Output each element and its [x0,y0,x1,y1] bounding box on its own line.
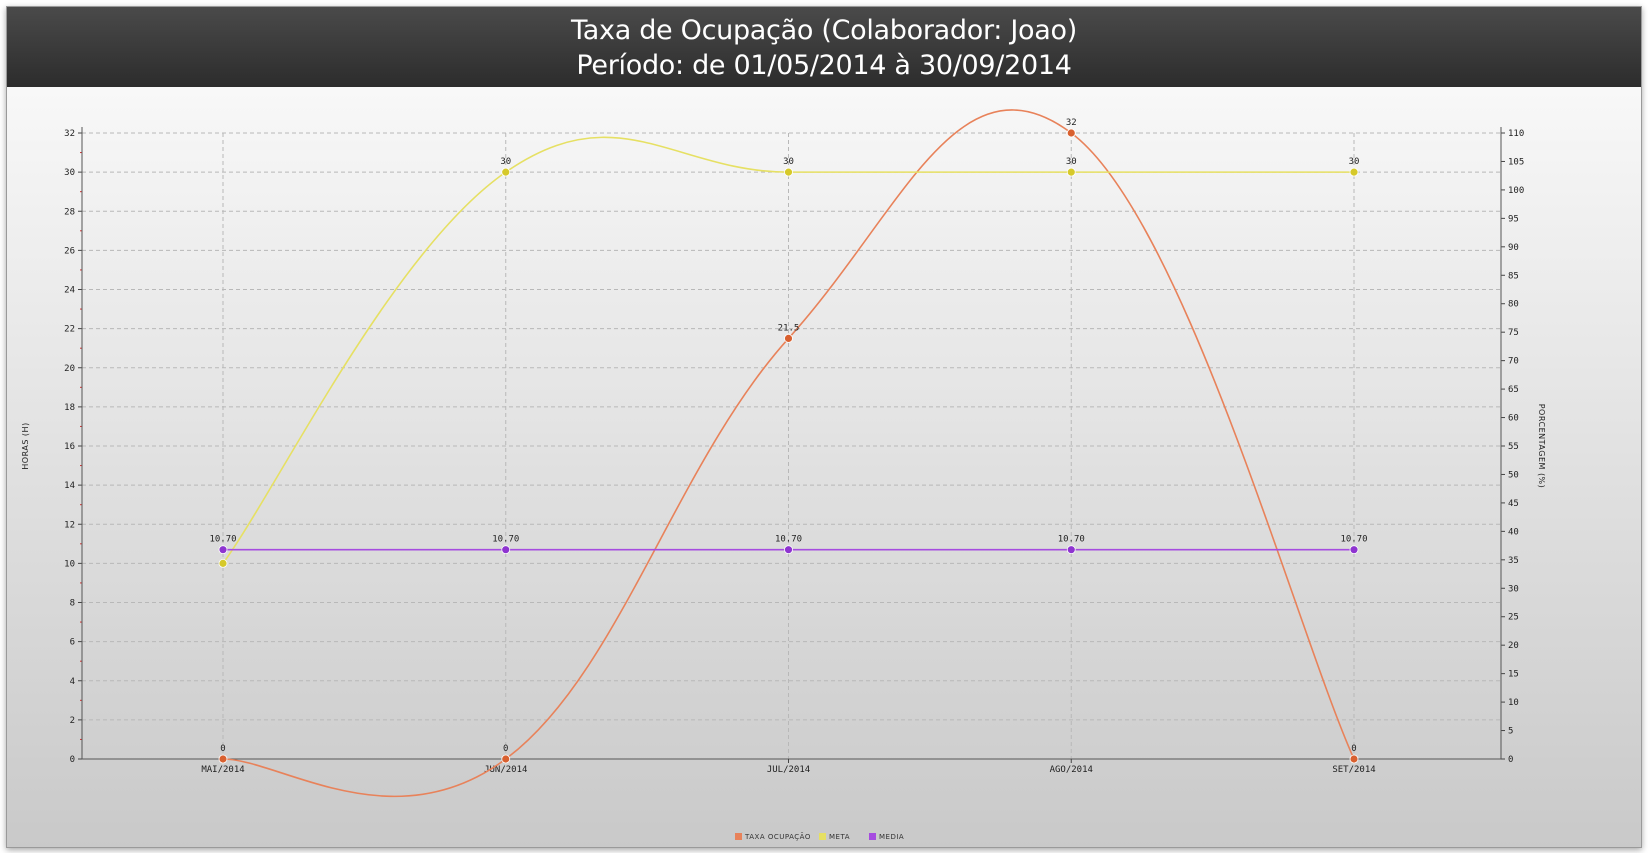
data-label-media: 10.70 [775,535,802,545]
data-label-taxa-ocupacao: 0 [1351,744,1356,754]
data-point-meta [1066,167,1076,177]
y-left-tick-label: 18 [64,403,75,413]
y-right-tick-label: 40 [1508,527,1519,537]
data-point-meta [501,167,511,177]
y-right-tick-label: 15 [1508,670,1519,680]
y-right-tick-label: 5 [1508,727,1513,737]
y-left-tick-label: 26 [64,246,75,256]
data-point-taxa-ocupacao [218,754,228,764]
data-point-media [784,545,793,555]
y-right-tick-label: 105 [1508,157,1524,167]
y-left-tick-label: 2 [70,716,75,726]
data-label-media: 10.70 [492,535,519,545]
y-left-tick-label: 30 [64,168,75,178]
y-left-tick-label: 10 [64,559,75,569]
y-right-axis-title: PORCENTAGEM (%) [1537,404,1546,489]
y-right-tick-label: 90 [1508,243,1519,253]
chart-header: Taxa de Ocupação (Colaborador: Joao) Per… [7,7,1641,87]
chart-title: Taxa de Ocupação (Colaborador: Joao) [571,15,1077,46]
y-left-tick-label: 0 [70,755,75,765]
y-left-tick-label: 32 [64,129,75,139]
data-label-meta: 30 [783,157,794,167]
data-label-media: 10.70 [1340,535,1367,545]
y-left-tick-label: 12 [64,520,75,530]
data-label-meta: 30 [500,157,511,167]
legend-swatch-media [869,833,876,840]
y-left-axis-title: HORAS (H) [21,422,30,469]
y-right-tick-label: 100 [1508,186,1524,196]
x-tick-label: JUN/2014 [484,765,527,775]
data-label-meta: 30 [1349,157,1360,167]
chart-subtitle: Período: de 01/05/2014 à 30/09/2014 [576,50,1072,81]
legend-label-media: MEDIA [879,833,904,841]
legend-label-taxa-ocupacao: TAXA OCUPAÇÃO [744,832,811,841]
y-right-tick-label: 50 [1508,470,1519,480]
y-right-tick-label: 45 [1508,499,1519,509]
series-line-taxa-ocupacao [222,109,1355,798]
data-label-taxa-ocupacao: 32 [1066,118,1077,128]
x-tick-label: SET/2014 [1332,765,1375,775]
y-right-tick-label: 25 [1508,613,1519,623]
data-label-media: 10.70 [209,535,236,545]
y-right-tick-label: 0 [1508,755,1513,765]
data-point-taxa-ocupacao [1349,754,1359,764]
data-point-taxa-ocupacao [1066,128,1076,138]
y-right-tick-label: 85 [1508,271,1519,281]
data-label-taxa-ocupacao: 21.5 [778,323,800,333]
data-label-meta: 30 [1066,157,1077,167]
y-right-tick-label: 35 [1508,556,1519,566]
y-right-tick-label: 10 [1508,698,1519,708]
y-left-tick-label: 6 [70,638,75,648]
data-point-media [1066,545,1076,555]
data-label-media: 10.70 [1058,535,1085,545]
y-right-tick-label: 60 [1508,414,1519,424]
data-label-taxa-ocupacao: 0 [220,744,225,754]
y-right-tick-label: 20 [1508,641,1519,651]
legend-swatch-taxa-ocupacao [735,833,742,840]
data-point-meta [218,558,228,568]
series-line-meta [222,136,1354,564]
data-point-taxa-ocupacao [501,754,511,764]
y-left-tick-label: 28 [64,207,75,217]
y-right-tick-label: 65 [1508,385,1519,395]
x-tick-label: AGO/2014 [1050,765,1093,775]
data-point-media [218,545,228,555]
legend-swatch-meta [819,833,826,840]
y-left-tick-label: 16 [64,442,75,452]
data-point-meta [1349,167,1359,177]
y-left-tick-label: 20 [64,364,75,374]
y-right-tick-label: 55 [1508,442,1519,452]
y-right-tick-label: 70 [1508,357,1519,367]
x-tick-label: MAI/2014 [201,765,244,775]
y-left-tick-label: 24 [64,286,75,296]
y-right-tick-label: 80 [1508,300,1519,310]
y-left-tick-label: 14 [64,481,75,491]
plot-area: 0 2 4 6 8 10 12 14 16 18 20 22 24 26 28 30 32 0 5 10 15 20 25 3… [7,87,1641,847]
data-point-media [1349,545,1359,555]
data-point-media [501,545,511,555]
y-left-tick-label: 22 [64,325,75,335]
y-right-tick-label: 95 [1508,214,1519,224]
y-right-tick-label: 75 [1508,328,1519,338]
chart-panel: Taxa de Ocupação (Colaborador: Joao) Per… [6,6,1642,848]
y-right-tick-label: 110 [1508,129,1524,139]
legend-label-meta: META [829,833,850,841]
data-point-meta [784,167,793,177]
data-label-taxa-ocupacao: 0 [503,744,508,754]
y-right-tick-label: 30 [1508,584,1519,594]
x-tick-label: JUL/2014 [767,765,810,775]
y-left-tick-label: 4 [70,677,75,687]
data-point-taxa-ocupacao [784,334,793,343]
y-left-tick-label: 8 [70,599,75,609]
line-chart: 0246810121416182022242628303205101520253… [21,109,1546,841]
